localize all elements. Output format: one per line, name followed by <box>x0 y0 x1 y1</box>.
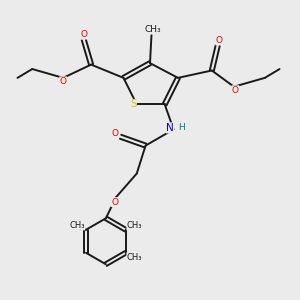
Text: O: O <box>60 77 67 86</box>
Text: O: O <box>232 86 239 95</box>
Text: CH₃: CH₃ <box>145 25 161 34</box>
Text: S: S <box>130 99 136 110</box>
Text: O: O <box>216 36 223 45</box>
Text: H: H <box>178 123 185 132</box>
Text: N: N <box>166 123 174 133</box>
Text: O: O <box>111 198 118 207</box>
Text: CH₃: CH₃ <box>127 253 142 262</box>
Text: CH₃: CH₃ <box>69 221 85 230</box>
Text: O: O <box>80 30 87 39</box>
Text: O: O <box>112 129 119 138</box>
Text: CH₃: CH₃ <box>127 221 142 230</box>
